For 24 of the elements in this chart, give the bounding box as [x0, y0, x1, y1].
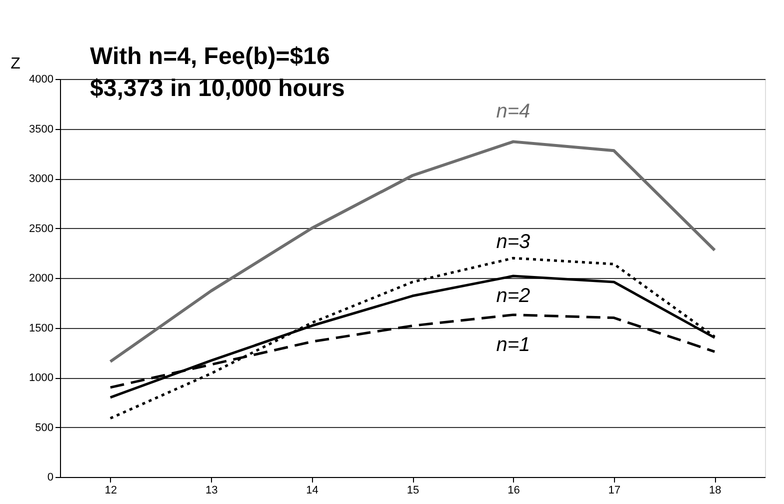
text: With n=4, Fee(b)=$16 — [90, 43, 330, 70]
x-tick-label: 12 — [104, 484, 117, 496]
series-label: n=1 — [496, 334, 530, 356]
y-tick-label: 2000 — [29, 272, 54, 284]
line-series — [108, 140, 716, 364]
y-tick-label: 3000 — [29, 173, 54, 185]
x-tick-label: 17 — [608, 484, 621, 496]
x-tick-label: 14 — [306, 484, 318, 496]
x-tick-label: 16 — [508, 484, 520, 496]
y-tick-label: 3500 — [29, 123, 54, 136]
y-tick-label: 1000 — [29, 372, 54, 384]
x-tick-label: 13 — [205, 484, 218, 496]
x-tick-label: 18 — [709, 484, 722, 496]
series-label: n=3 — [496, 231, 530, 254]
y-tick-label: 2500 — [29, 222, 54, 235]
y-tick-label: 4000 — [29, 74, 54, 86]
annotation: $3,373 in 10,000 hours — [90, 75, 345, 102]
y-tick-label: 0 — [47, 472, 54, 484]
series-label: n=2 — [496, 285, 530, 308]
y-tick-label: 1500 — [29, 322, 54, 334]
series-label: n=4 — [496, 100, 530, 123]
y-tick-label: 500 — [35, 422, 54, 434]
x-tick-label: 15 — [406, 484, 420, 496]
y-axis-title: Z — [10, 56, 21, 72]
